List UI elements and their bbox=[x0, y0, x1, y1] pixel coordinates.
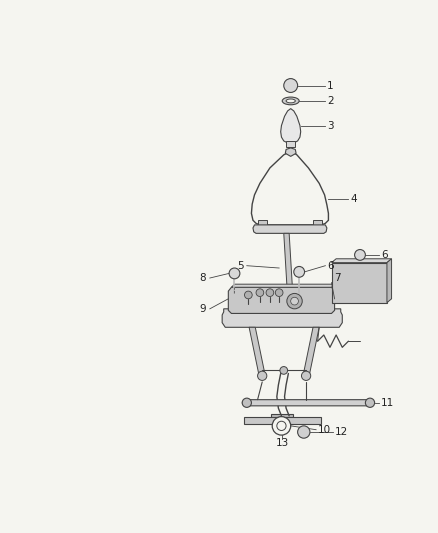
Bar bbox=[360, 288, 369, 296]
Polygon shape bbox=[281, 109, 301, 143]
Text: 6: 6 bbox=[381, 250, 387, 260]
Polygon shape bbox=[332, 263, 387, 303]
Circle shape bbox=[242, 398, 251, 407]
Polygon shape bbox=[258, 220, 267, 227]
Polygon shape bbox=[253, 225, 327, 233]
Polygon shape bbox=[284, 233, 294, 310]
Bar bbox=[372, 266, 381, 274]
Ellipse shape bbox=[282, 97, 299, 105]
Polygon shape bbox=[244, 417, 321, 424]
Bar bbox=[372, 288, 381, 296]
Polygon shape bbox=[303, 327, 319, 376]
Bar bbox=[242, 289, 251, 301]
Bar bbox=[348, 288, 357, 296]
Bar bbox=[360, 277, 369, 285]
Bar bbox=[272, 414, 293, 424]
Circle shape bbox=[244, 291, 252, 299]
Polygon shape bbox=[286, 141, 295, 147]
Polygon shape bbox=[242, 400, 374, 406]
Text: 13: 13 bbox=[276, 438, 290, 448]
Text: 10: 10 bbox=[318, 425, 331, 435]
Polygon shape bbox=[285, 148, 296, 156]
Circle shape bbox=[284, 78, 298, 92]
Circle shape bbox=[256, 289, 264, 296]
Bar bbox=[348, 277, 357, 285]
Text: 7: 7 bbox=[335, 273, 341, 283]
Polygon shape bbox=[313, 220, 322, 227]
Bar bbox=[336, 277, 345, 285]
Text: 5: 5 bbox=[237, 261, 244, 271]
Text: 9: 9 bbox=[199, 304, 206, 314]
Bar bbox=[253, 289, 262, 301]
Circle shape bbox=[294, 266, 304, 277]
Ellipse shape bbox=[286, 99, 295, 103]
Circle shape bbox=[272, 417, 291, 435]
Bar bbox=[348, 266, 357, 274]
Polygon shape bbox=[387, 259, 392, 303]
Circle shape bbox=[298, 426, 310, 438]
Circle shape bbox=[355, 249, 365, 260]
Polygon shape bbox=[251, 152, 328, 225]
Text: 1: 1 bbox=[327, 80, 333, 91]
Circle shape bbox=[258, 371, 267, 381]
Text: 12: 12 bbox=[335, 427, 348, 437]
Circle shape bbox=[287, 294, 302, 309]
Bar bbox=[336, 266, 345, 274]
Circle shape bbox=[229, 268, 240, 279]
Polygon shape bbox=[332, 259, 392, 263]
Text: 4: 4 bbox=[350, 193, 357, 204]
Circle shape bbox=[301, 371, 311, 381]
Circle shape bbox=[276, 289, 283, 296]
Circle shape bbox=[280, 367, 288, 374]
Bar bbox=[372, 277, 381, 285]
Circle shape bbox=[365, 398, 374, 407]
Bar bbox=[275, 289, 284, 301]
Polygon shape bbox=[249, 327, 265, 376]
Circle shape bbox=[277, 421, 286, 431]
Circle shape bbox=[266, 289, 274, 296]
Polygon shape bbox=[222, 309, 342, 327]
Text: 3: 3 bbox=[327, 120, 333, 131]
Text: 11: 11 bbox=[381, 398, 394, 408]
Bar bbox=[360, 266, 369, 274]
Bar bbox=[263, 289, 272, 301]
Circle shape bbox=[291, 297, 298, 305]
Text: 6: 6 bbox=[327, 261, 333, 271]
Polygon shape bbox=[228, 287, 335, 313]
Polygon shape bbox=[231, 284, 335, 287]
Bar bbox=[336, 288, 345, 296]
Text: 2: 2 bbox=[327, 96, 333, 106]
Text: 8: 8 bbox=[199, 273, 206, 283]
